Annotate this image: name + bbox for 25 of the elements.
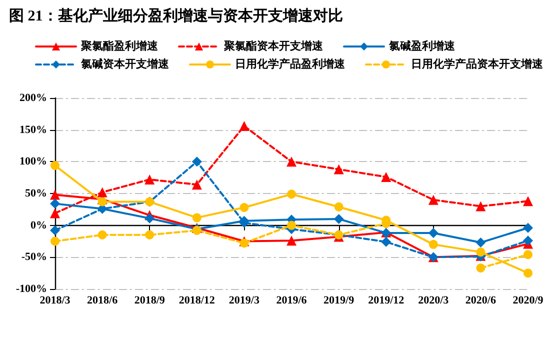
y-tick-label: 200% bbox=[20, 92, 47, 104]
x-tick-label: 2019/6 bbox=[276, 294, 308, 306]
y-tick-label: -50% bbox=[21, 251, 47, 264]
x-tick-label: 2018/6 bbox=[87, 294, 118, 306]
y-tick-label: 50% bbox=[25, 188, 47, 200]
legend-label: 聚氯酯盈利增速 bbox=[80, 40, 159, 52]
x-tick-label: 2018/9 bbox=[134, 294, 166, 306]
y-tick-label: 0% bbox=[30, 219, 47, 232]
y-tick-label: 150% bbox=[20, 124, 47, 136]
legend-label: 聚氯酯资本开支增速 bbox=[223, 40, 324, 52]
x-tick-label: 2020/6 bbox=[465, 294, 496, 306]
x-tick-label: 2020/3 bbox=[418, 294, 450, 306]
y-tick-label: 100% bbox=[20, 156, 47, 168]
legend-label: 日用化学产品盈利增速 bbox=[235, 58, 346, 70]
legend-label: 氯碱资本开支增速 bbox=[80, 58, 170, 70]
x-tick-label: 2019/9 bbox=[324, 294, 355, 306]
legend-label: 日用化学产品资本开支增速 bbox=[411, 58, 544, 70]
x-tick-label: 2020/9 bbox=[512, 294, 544, 306]
x-tick-label: 2019/12 bbox=[368, 294, 405, 306]
x-tick-label: 2018/12 bbox=[178, 294, 216, 306]
chart-title: 图 21：基化产业细分盈利增速与资本开支增速对比 bbox=[9, 8, 343, 24]
y-tick-label: -100% bbox=[16, 283, 47, 295]
x-tick-label: 2018/3 bbox=[40, 294, 71, 306]
x-tick-label: 2019/3 bbox=[228, 294, 260, 306]
legend-label: 氯碱盈利增速 bbox=[388, 40, 456, 52]
